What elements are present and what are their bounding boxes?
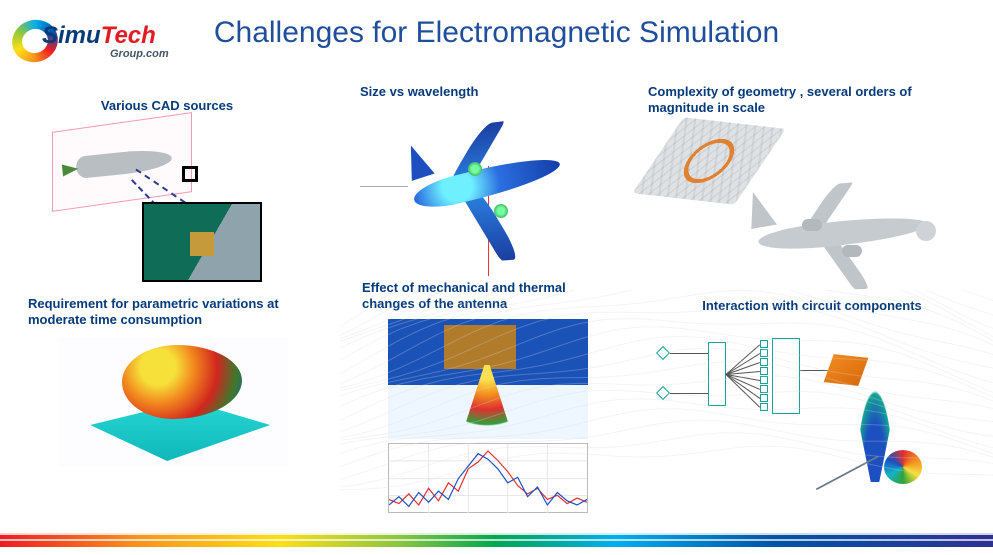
figure-satellite-beam: [388, 319, 588, 439]
aircraft-engine: [802, 219, 822, 231]
rainbow-footer-bar: [0, 533, 993, 547]
parametric-field-blob: [122, 345, 242, 419]
response-chart-svg: [389, 444, 587, 513]
circuit-wire: [670, 393, 708, 394]
circuit-pin: [760, 358, 768, 366]
circuit-pin: [760, 394, 768, 402]
section-mechanical-thermal: Effect of mechanical and thermal changes…: [362, 280, 622, 513]
section-parametric: Requirement for parametric variations at…: [28, 296, 328, 467]
figure-complexity: [648, 123, 938, 283]
radiation-side-lobe: [816, 456, 879, 491]
label-circuit: Interaction with circuit components: [652, 298, 972, 314]
aircraft-engine: [842, 245, 862, 257]
circuit-splitter-block: [708, 342, 726, 406]
cad-inset-detail: [142, 202, 262, 282]
circuit-pin: [760, 340, 768, 348]
aircraft-tail: [745, 189, 777, 229]
label-size-wavelength: Size vs wavelength: [360, 84, 610, 100]
aircraft-tail: [401, 141, 434, 181]
figure-size-wavelength: [360, 106, 590, 266]
label-cad-sources: Various CAD sources: [42, 98, 292, 114]
circuit-pin: [760, 403, 768, 411]
label-mechanical-thermal: Effect of mechanical and thermal changes…: [362, 280, 622, 313]
section-cad-sources: Various CAD sources: [42, 98, 292, 282]
circuit-pin: [760, 349, 768, 357]
circuit-wire: [800, 370, 830, 371]
radiation-sphere: [884, 450, 922, 484]
section-size-wavelength: Size vs wavelength: [360, 84, 610, 266]
figure-cad-sources: [42, 122, 262, 282]
section-circuit: Interaction with circuit components: [652, 298, 972, 482]
figure-circuit: [652, 322, 942, 482]
gray-aircraft-model: [738, 177, 938, 281]
slide-title: Challenges for Electromagnetic Simulatio…: [0, 16, 993, 50]
label-complexity: Complexity of geometry , several orders …: [648, 84, 968, 117]
circuit-wire: [670, 353, 708, 354]
section-complexity: Complexity of geometry , several orders …: [648, 84, 968, 283]
circuit-array-block: [772, 338, 800, 414]
circuit-chip-icon: [824, 354, 869, 386]
aircraft-engine: [494, 204, 508, 218]
cad-selection-marker: [182, 166, 198, 182]
axis-line: [360, 186, 408, 187]
figure-parametric: [58, 337, 288, 467]
circuit-pin: [760, 385, 768, 393]
label-parametric: Requirement for parametric variations at…: [28, 296, 328, 329]
circuit-port-icon: [656, 386, 670, 400]
circuit-pin: [760, 376, 768, 384]
circuit-port-icon: [656, 346, 670, 360]
figure-response-chart: [388, 443, 588, 513]
radiation-beam: [462, 365, 512, 435]
circuit-pin: [760, 367, 768, 375]
aircraft-nose: [916, 221, 936, 241]
satellite-body: [444, 325, 516, 369]
